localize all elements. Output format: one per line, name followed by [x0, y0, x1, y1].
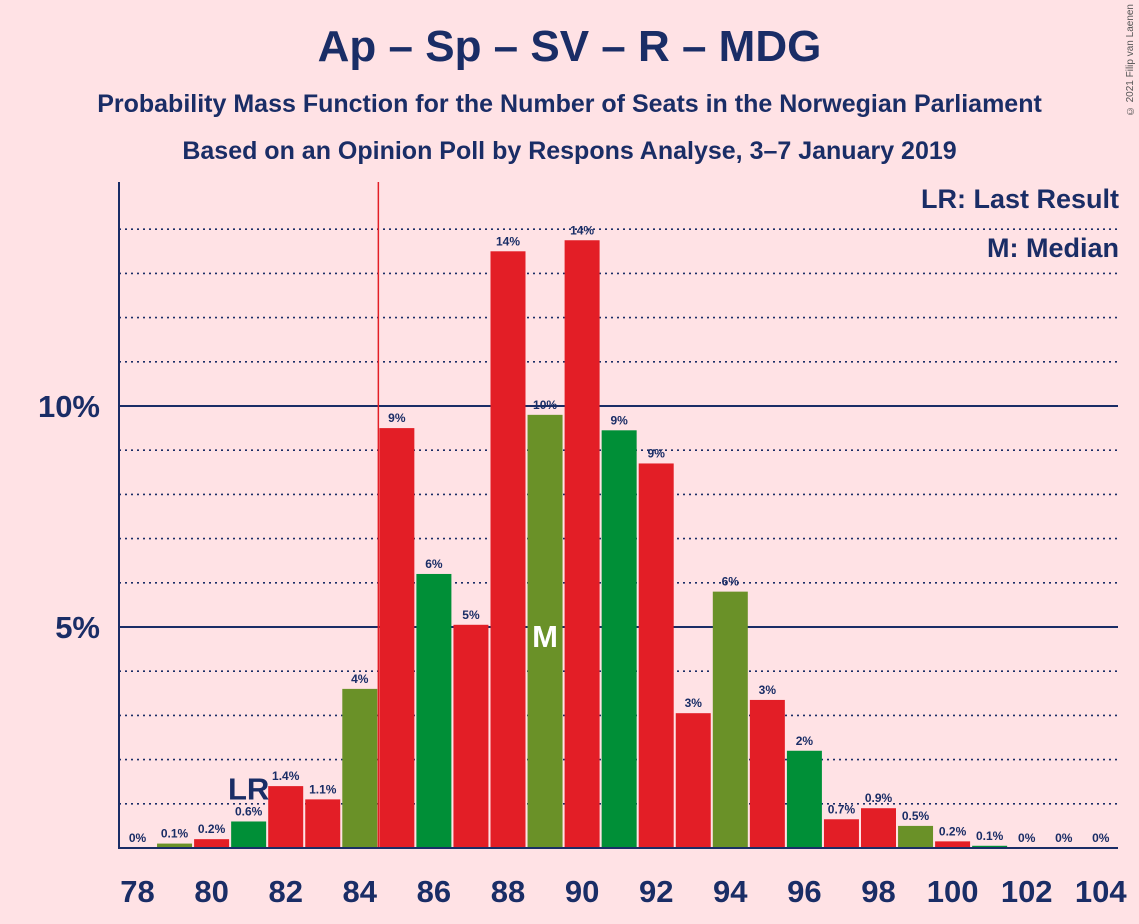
data-label-seat-86: 6%: [425, 557, 443, 571]
data-label-seat-95: 3%: [759, 683, 777, 697]
y-tick-label: 5%: [55, 610, 100, 645]
x-tick-label: 90: [565, 874, 599, 909]
x-tick-label: 82: [268, 874, 302, 909]
x-tick-label: 86: [417, 874, 451, 909]
data-label-seat-101: 0.1%: [976, 829, 1004, 843]
bar-seat-82: [268, 786, 304, 848]
bar-seat-89: [527, 414, 563, 848]
chart-subtitle-2: Based on an Opinion Poll by Respons Anal…: [182, 137, 957, 165]
bar-seat-83: [305, 799, 341, 848]
data-label-seat-102: 0%: [1018, 831, 1036, 845]
data-label-seat-93: 3%: [685, 696, 703, 710]
last-result-marker: LR: [228, 771, 269, 806]
bar-seat-81: [231, 821, 267, 848]
data-label-seat-83: 1.1%: [309, 782, 337, 796]
data-label-seat-81: 0.6%: [235, 804, 263, 818]
bar-seat-90: [564, 240, 600, 848]
bar-seat-98: [861, 808, 896, 848]
data-label-seat-78: 0%: [129, 831, 147, 845]
data-label-seat-88: 14%: [496, 234, 520, 248]
x-tick-label: 88: [491, 874, 525, 909]
bar-seat-79: [157, 843, 193, 848]
bar-seat-97: [823, 819, 859, 848]
bar-seat-93: [675, 713, 711, 848]
data-label-seat-90: 14%: [570, 223, 594, 237]
data-label-seat-84: 4%: [351, 672, 369, 686]
data-label-seat-91: 9%: [610, 413, 628, 427]
chart-title: Ap – Sp – SV – R – MDG: [317, 22, 822, 71]
x-tick-label: 80: [194, 874, 228, 909]
data-label-seat-104: 0%: [1092, 831, 1110, 845]
legend-median: M: Median: [987, 233, 1119, 263]
bar-seat-92: [638, 463, 674, 848]
data-label-seat-96: 2%: [796, 734, 814, 748]
data-label-seat-89: 10%: [533, 398, 557, 412]
x-tick-label: 92: [639, 874, 673, 909]
x-tick-label: 94: [713, 874, 748, 909]
x-tick-label: 78: [120, 874, 154, 909]
median-marker: M: [532, 619, 558, 654]
bar-seat-86: [416, 573, 452, 848]
data-label-seat-100: 0.2%: [939, 824, 967, 838]
data-label-seat-92: 9%: [648, 446, 666, 460]
x-tick-label: 84: [343, 874, 378, 909]
data-label-seat-94: 6%: [722, 575, 740, 589]
bar-seat-96: [786, 750, 822, 848]
data-label-seat-87: 5%: [462, 608, 480, 622]
x-tick-label: 100: [927, 874, 979, 909]
bar-seat-85: [379, 428, 415, 848]
bar-seat-94: [712, 591, 748, 848]
bar-seat-99: [898, 825, 934, 848]
legend-last-result: LR: Last Result: [920, 184, 1119, 214]
x-tick-label: 104: [1075, 874, 1127, 909]
bar-seat-87: [453, 624, 489, 848]
bar-seat-91: [601, 430, 637, 848]
x-tick-label: 102: [1001, 874, 1053, 909]
data-label-seat-103: 0%: [1055, 831, 1073, 845]
bar-seat-88: [490, 251, 526, 849]
bar-seat-100: [935, 841, 971, 848]
data-label-seat-80: 0.2%: [198, 822, 226, 836]
data-label-seat-99: 0.5%: [902, 809, 930, 823]
x-tick-label: 96: [787, 874, 821, 909]
data-label-seat-85: 9%: [388, 411, 406, 425]
bar-seat-84: [342, 688, 378, 848]
bar-seat-101: [972, 845, 1008, 848]
y-tick-label: 10%: [38, 389, 100, 424]
chart-subtitle: Probability Mass Function for the Number…: [97, 90, 1042, 118]
bar-seat-80: [194, 839, 230, 848]
data-label-seat-97: 0.7%: [828, 802, 856, 816]
data-label-seat-98: 0.9%: [865, 791, 893, 805]
data-label-seat-79: 0.1%: [161, 827, 189, 841]
data-label-seat-82: 1.4%: [272, 769, 300, 783]
bar-seat-95: [749, 699, 785, 848]
x-tick-label: 98: [861, 874, 895, 909]
